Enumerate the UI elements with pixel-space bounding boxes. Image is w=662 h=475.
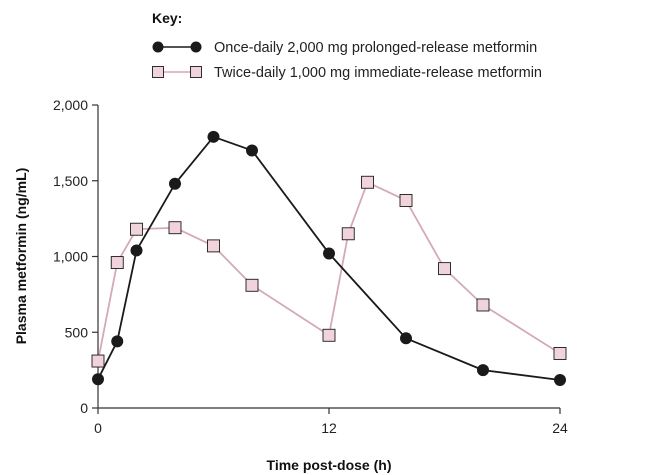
data-point: [554, 373, 566, 386]
data-point: [400, 332, 412, 345]
legend-label-series-1: Once-daily 2,000 mg prolonged-release me…: [214, 40, 537, 56]
x-tick-label: 24: [552, 420, 568, 436]
data-point: [476, 298, 490, 312]
y-tick-label: 1,500: [53, 173, 88, 189]
legend-marker-series-2: [190, 66, 202, 78]
legend-entry-immediate-release: Twice-daily 1,000 mg immediate-release m…: [152, 65, 542, 81]
y-tick-label: 1,000: [53, 249, 88, 265]
data-point: [322, 328, 336, 342]
data-point: [246, 144, 258, 157]
data-point: [110, 256, 124, 270]
series-2: [91, 175, 567, 368]
legend-title: Key:: [152, 10, 182, 26]
legend-entry-prolonged-release: Once-daily 2,000 mg prolonged-release me…: [152, 40, 537, 56]
x-tick-label: 0: [94, 420, 102, 436]
series-layer: [91, 130, 567, 386]
y-tick-label: 0: [80, 400, 88, 416]
data-point: [169, 177, 181, 190]
data-point: [477, 364, 489, 377]
legend-label-series-2: Twice-daily 1,000 mg immediate-release m…: [214, 65, 542, 81]
legend-marker-series-2: [152, 66, 164, 78]
data-point: [111, 335, 124, 348]
data-point: [553, 347, 567, 360]
legend-marker-series-1: [190, 41, 202, 53]
y-axis-ticks: 0 500 1,000 1,500 2,000: [53, 97, 98, 416]
data-point: [207, 239, 220, 253]
data-point: [92, 373, 104, 386]
series-1-line: [97, 135, 561, 381]
y-tick-label: 2,000: [53, 97, 88, 113]
x-tick-label: 12: [321, 420, 337, 436]
data-point: [168, 221, 182, 235]
data-point: [91, 354, 105, 368]
data-point: [130, 244, 143, 257]
data-point: [341, 227, 355, 241]
data-point: [207, 130, 220, 143]
y-tick-label: 500: [65, 324, 89, 340]
data-point: [361, 175, 374, 189]
y-axis-title: Plasma metformin (ng/mL): [13, 168, 29, 345]
data-point: [323, 247, 335, 260]
legend-marker-series-1: [152, 41, 164, 53]
legend: Key: Once-daily 2,000 mg prolonged-relea…: [152, 10, 542, 81]
series-1: [92, 130, 566, 386]
data-point: [130, 222, 143, 236]
data-point: [438, 262, 451, 276]
data-point: [399, 193, 413, 207]
data-point: [245, 278, 259, 292]
x-axis-ticks: 0 12 24: [94, 408, 568, 436]
x-axis-title: Time post-dose (h): [267, 457, 392, 473]
